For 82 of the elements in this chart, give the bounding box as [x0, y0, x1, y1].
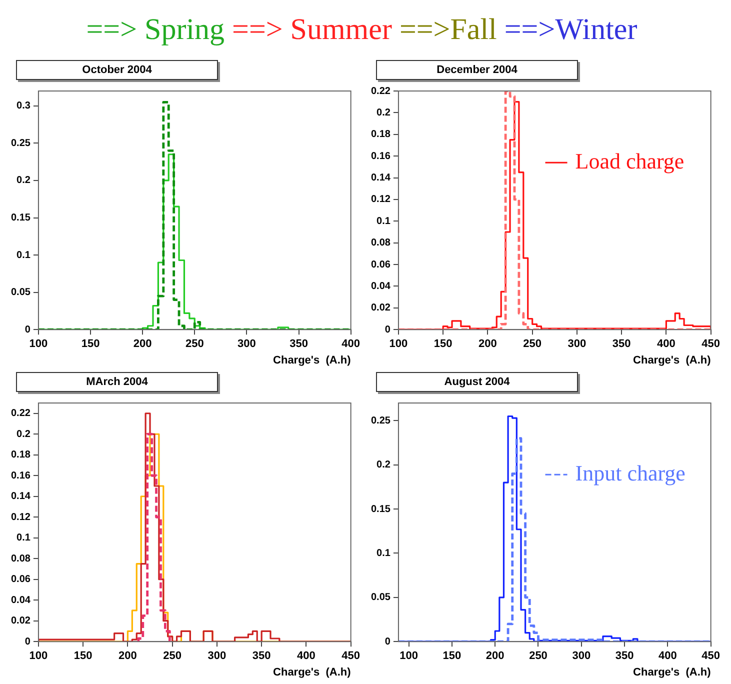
y-tick-label: 0.02 [10, 616, 31, 627]
x-tick-label: 400 [658, 650, 677, 662]
y-tick-label: 0.06 [370, 259, 391, 270]
y-tick-label: 0.25 [10, 138, 31, 149]
legend-label: Load charge [575, 148, 684, 174]
y-tick-label: 0.3 [16, 100, 31, 112]
x-tick-label: 250 [523, 338, 542, 350]
x-axis-title: Charge's (A.h) [273, 666, 352, 678]
x-tick-label: 350 [290, 338, 308, 350]
y-tick-label: 0.16 [370, 150, 391, 162]
y-tick-label: 0.02 [370, 302, 391, 314]
y-tick-label: 0.08 [370, 238, 391, 249]
y-tick-label: 0 [384, 636, 391, 648]
x-tick-label: 300 [568, 338, 586, 350]
x-tick-label: 200 [118, 650, 137, 662]
x-tick-label: 100 [389, 338, 408, 350]
y-tick-label: 0.15 [10, 212, 31, 224]
legend-label: Input charge [575, 460, 686, 486]
x-tick-label: 200 [478, 338, 497, 350]
y-tick-label: 0.2 [16, 428, 31, 440]
x-tick-label: 400 [342, 338, 360, 350]
x-tick-label: 100 [29, 338, 48, 350]
y-tick-label: 0.18 [370, 129, 391, 140]
x-tick-label: 250 [529, 650, 548, 662]
x-axis-title: Charge's (A.h) [273, 354, 352, 366]
y-tick-label: 0 [384, 324, 391, 336]
y-tick-label: 0.16 [10, 470, 31, 482]
y-tick-label: 0.04 [370, 280, 391, 292]
x-tick-label: 100 [29, 650, 48, 662]
x-tick-label: 400 [657, 338, 676, 350]
chart-title: August 2004 [376, 372, 578, 392]
y-tick-label: 0.22 [370, 86, 391, 97]
x-tick-label: 350 [252, 650, 271, 662]
x-tick-label: 300 [238, 338, 256, 350]
y-tick-label: 0.22 [10, 408, 31, 420]
y-tick-label: 0.06 [10, 574, 31, 586]
text: ==> Summer [232, 13, 393, 46]
x-tick-label: 450 [702, 338, 720, 350]
y-tick-label: 0.14 [370, 172, 391, 184]
text: ==>Fall [399, 13, 498, 46]
text: ==>Winter [504, 13, 638, 46]
y-tick-label: 0.12 [370, 194, 391, 206]
y-tick-label: 0.1 [376, 216, 391, 227]
x-tick-label: 150 [442, 650, 462, 662]
x-tick-label: 150 [74, 650, 92, 662]
x-tick-label: 300 [208, 650, 226, 662]
y-tick-label: 0.12 [10, 512, 31, 523]
x-tick-label: 400 [297, 650, 316, 662]
x-tick-label: 150 [434, 338, 452, 350]
x-axis-title: Charge's (A.h) [633, 666, 712, 678]
y-tick-label: 0.18 [10, 450, 31, 461]
y-tick-label: 0.2 [376, 460, 391, 471]
x-tick-label: 350 [612, 338, 631, 350]
x-tick-label: 200 [133, 338, 152, 350]
y-tick-label: 0.08 [10, 553, 31, 564]
x-tick-label: 450 [342, 650, 360, 662]
y-tick-label: 0.25 [370, 415, 391, 426]
x-tick-label: 350 [615, 650, 634, 662]
x-tick-label: 300 [572, 650, 591, 662]
x-tick-label: 250 [163, 650, 182, 662]
x-tick-label: 150 [81, 338, 100, 350]
y-tick-label: 0.1 [16, 532, 31, 544]
chart-title: October 2004 [16, 60, 218, 80]
chart-title: December 2004 [376, 60, 578, 80]
x-tick-label: 200 [486, 650, 504, 662]
y-tick-label: 0.14 [10, 491, 31, 502]
x-tick-label: 100 [400, 650, 418, 662]
y-tick-label: 0.2 [16, 175, 31, 186]
y-tick-label: 0 [24, 324, 31, 336]
chart-title: MArch 2004 [16, 372, 218, 392]
y-tick-label: 0.05 [10, 287, 31, 298]
y-tick-label: 0.15 [370, 504, 391, 515]
x-axis-title: Charge's (A.h) [633, 354, 712, 366]
y-tick-label: 0.1 [16, 250, 31, 261]
text: ==> Spring [86, 13, 226, 46]
y-tick-label: 0 [24, 636, 31, 648]
y-tick-label: 0.2 [376, 107, 391, 118]
x-tick-label: 450 [702, 650, 720, 662]
y-tick-label: 0.1 [376, 548, 391, 559]
y-tick-label: 0.04 [10, 594, 31, 606]
x-tick-label: 250 [185, 338, 204, 350]
y-tick-label: 0.05 [370, 592, 391, 604]
